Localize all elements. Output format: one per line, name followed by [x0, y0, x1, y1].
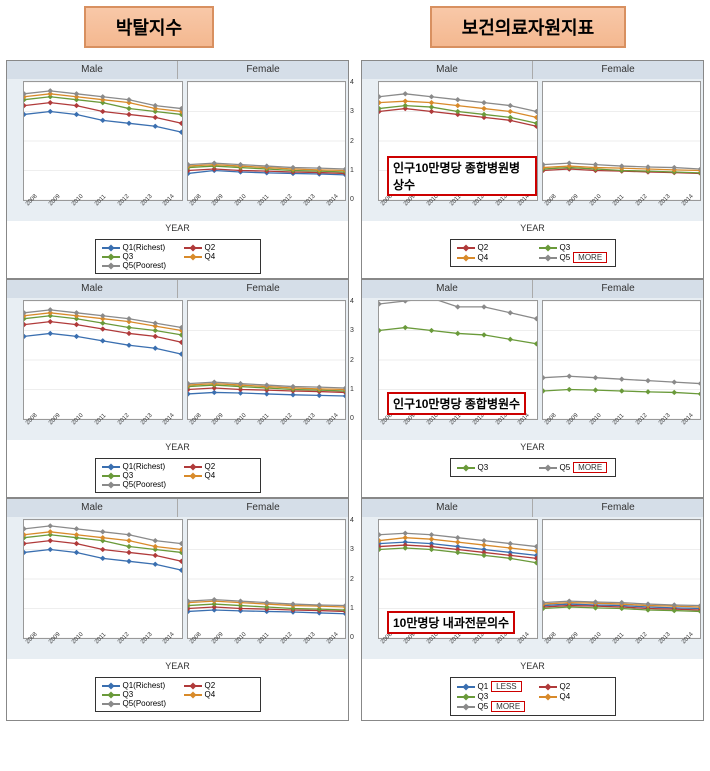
legend-item: Q3	[457, 692, 527, 701]
legend-item: Q1(Richest)	[102, 243, 172, 252]
subplot-title-male: Male	[7, 499, 178, 517]
subplot-male	[23, 519, 183, 639]
x-axis-label: YEAR	[362, 440, 703, 454]
legend-item: Q5(Poorest)	[102, 261, 172, 270]
subplot-title-female: Female	[178, 499, 348, 517]
legend-item: Q2	[539, 682, 609, 691]
chart-panel: Male Female Predicted Number of TB per 1…	[361, 279, 704, 498]
legend: Q2 Q3 Q4 Q5MORE	[450, 239, 616, 267]
y-ticks: 01234	[350, 517, 354, 641]
legend-item: Q5MORE	[457, 701, 527, 712]
legend-item: Q4	[457, 253, 527, 262]
legend: Q1(Richest) Q2 Q3 Q4 Q5(Poorest)	[95, 239, 261, 274]
chart-annotation: 인구10만명당 종합병원병상수	[387, 156, 537, 196]
legend-item: Q3	[539, 243, 609, 252]
chart-row: Male Female Predicted Number of TB per 1…	[6, 60, 704, 279]
subplot-female	[542, 519, 702, 639]
legend: Q1(Richest) Q2 Q3 Q4 Q5(Poorest)	[95, 677, 261, 712]
subplot-title-female: Female	[178, 280, 348, 298]
subplot-title-female: Female	[533, 61, 703, 79]
y-ticks: 01234	[350, 298, 354, 422]
subplot-female	[542, 300, 702, 420]
chart-panel: Male Female Predicted Number of TB per 1…	[6, 60, 349, 279]
subplot-male: 인구10만명당 종합병원수	[378, 300, 538, 420]
subplot-female	[187, 81, 347, 201]
legend-item: Q1(Richest)	[102, 462, 172, 471]
subplot-female	[542, 81, 702, 201]
chart-panel: Male Female Predicted Number of TB per 1…	[361, 60, 704, 279]
x-axis-label: YEAR	[362, 221, 703, 235]
legend-item: Q4	[184, 690, 254, 699]
x-axis-label: YEAR	[7, 440, 348, 454]
chart-panel: Male Female Predicted Number of TB per 1…	[6, 498, 349, 721]
legend-item: Q2	[184, 681, 254, 690]
legend-item: Q4	[184, 252, 254, 261]
subplot-male	[23, 81, 183, 201]
legend-item: Q3	[102, 471, 172, 480]
subplot-female	[187, 519, 347, 639]
chart-annotation: 10만명당 내과전문의수	[387, 611, 515, 634]
legend-item: Q5(Poorest)	[102, 699, 172, 708]
subplot-title-male: Male	[362, 280, 533, 298]
legend-item: Q5MORE	[539, 252, 609, 263]
header-left: 박탈지수	[84, 6, 214, 48]
subplot-title-female: Female	[533, 280, 703, 298]
chart-annotation: 인구10만명당 종합병원수	[387, 392, 526, 415]
main-container: 박탈지수 보건의료자원지표 Male Female Predicted Numb…	[0, 0, 710, 727]
legend-item: Q3	[102, 252, 172, 261]
header-row: 박탈지수 보건의료자원지표	[6, 6, 704, 48]
legend-item: Q3	[102, 690, 172, 699]
legend-item: Q5(Poorest)	[102, 480, 172, 489]
chart-panel: Male Female Predicted Number of TB per 1…	[6, 279, 349, 498]
subplot-male: 인구10만명당 종합병원병상수	[378, 81, 538, 201]
subplot-male: 10만명당 내과전문의수	[378, 519, 538, 639]
legend-item: Q3	[457, 463, 527, 472]
subplot-title-male: Male	[362, 61, 533, 79]
legend-item: Q4	[539, 692, 609, 701]
y-ticks: 01234	[350, 79, 354, 203]
legend: Q1(Richest) Q2 Q3 Q4 Q5(Poorest)	[95, 458, 261, 493]
legend: Q3 Q5MORE	[450, 458, 616, 477]
legend-item: Q2	[184, 462, 254, 471]
header-right: 보건의료자원지표	[430, 6, 626, 48]
subplot-title-male: Male	[7, 61, 178, 79]
legend-item: Q5MORE	[539, 462, 609, 473]
chart-panel: Male Female Predicted Number of TB per 1…	[361, 498, 704, 721]
x-axis-label: YEAR	[7, 221, 348, 235]
subplot-title-female: Female	[533, 499, 703, 517]
legend: Q1LESS Q2 Q3 Q4 Q5MORE	[450, 677, 616, 716]
legend-item: Q2	[184, 243, 254, 252]
legend-item: Q4	[184, 471, 254, 480]
x-axis-label: YEAR	[7, 659, 348, 673]
subplot-title-male: Male	[7, 280, 178, 298]
legend-item: Q2	[457, 243, 527, 252]
legend-item: Q1(Richest)	[102, 681, 172, 690]
legend-item: Q1LESS	[457, 681, 527, 692]
chart-row: Male Female Predicted Number of TB per 1…	[6, 498, 704, 721]
chart-row: Male Female Predicted Number of TB per 1…	[6, 279, 704, 498]
subplot-title-male: Male	[362, 499, 533, 517]
subplot-female	[187, 300, 347, 420]
x-axis-label: YEAR	[362, 659, 703, 673]
subplot-title-female: Female	[178, 61, 348, 79]
subplot-male	[23, 300, 183, 420]
